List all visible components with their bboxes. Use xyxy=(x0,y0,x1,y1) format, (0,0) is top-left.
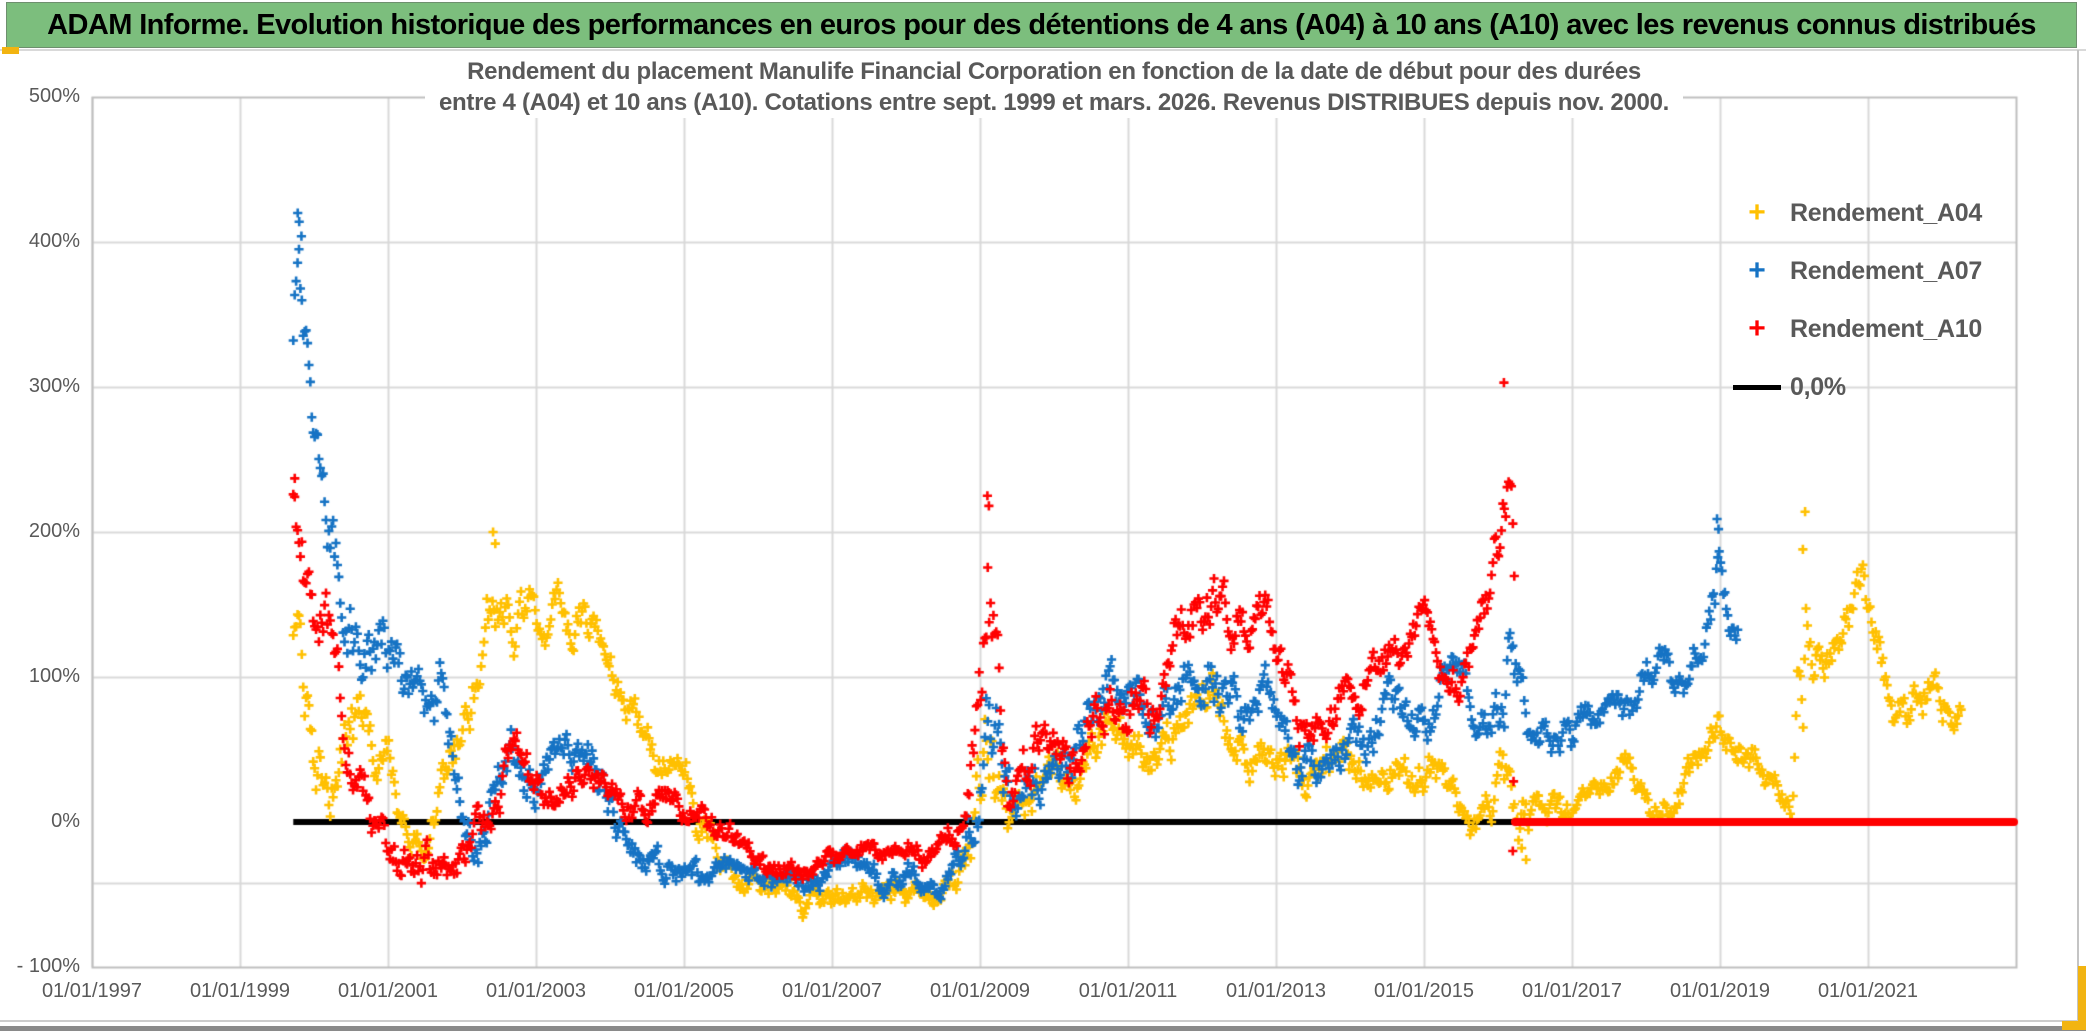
chart-title: Rendement du placement Manulife Financia… xyxy=(92,56,2016,118)
plus-marker-icon: + xyxy=(1748,312,1766,345)
x-tick-label: 01/01/2015 xyxy=(1373,980,1475,1002)
plus-marker-icon: + xyxy=(1748,196,1766,229)
window-bottom-edge xyxy=(0,1026,2086,1031)
legend: + Rendement_A04 + Rendement_A07 + Rendem… xyxy=(1728,184,1982,416)
y-tick-label: 300% xyxy=(28,375,80,397)
x-tick-label: 01/01/2009 xyxy=(929,980,1031,1002)
x-tick-label: 01/01/2013 xyxy=(1225,980,1327,1002)
legend-label: Rendement_A07 xyxy=(1790,256,1982,285)
y-tick-label: - 100% xyxy=(16,955,80,977)
banner: ADAM Informe. Evolution historique des p… xyxy=(6,2,2077,48)
x-tick-label: 01/01/2019 xyxy=(1669,980,1771,1002)
x-tick-label: 01/01/2017 xyxy=(1521,980,1623,1002)
x-tick-label: 01/01/2003 xyxy=(485,980,587,1002)
x-tick-label: 01/01/2021 xyxy=(1817,980,1919,1002)
corner-accent-horizontal xyxy=(2062,1021,2086,1030)
y-tick-label: 200% xyxy=(28,520,80,542)
legend-item-a04[interactable]: + Rendement_A04 xyxy=(1728,184,1982,242)
chart-frame-bottom xyxy=(0,1020,2078,1022)
x-tick-label: 01/01/2005 xyxy=(633,980,735,1002)
legend-label: Rendement_A04 xyxy=(1790,198,1982,227)
x-tick-label: 01/01/2001 xyxy=(337,980,439,1002)
x-tick-label: 01/01/2011 xyxy=(1078,980,1178,1002)
y-tick-label: 400% xyxy=(28,230,80,252)
legend-item-a07[interactable]: + Rendement_A07 xyxy=(1728,242,1982,300)
line-marker-icon xyxy=(1733,384,1781,390)
left-accent-notch xyxy=(2,47,19,54)
x-tick-label: 01/01/2007 xyxy=(781,980,883,1002)
legend-item-zero-line[interactable]: 0,0% xyxy=(1728,358,1982,416)
corner-accent-vertical xyxy=(2078,966,2086,1029)
y-tick-label: 500% xyxy=(28,85,80,107)
legend-label: 0,0% xyxy=(1790,372,1846,401)
chart-title-line1: Rendement du placement Manulife Financia… xyxy=(453,56,1655,87)
chart-title-line2: entre 4 (A04) et 10 ans (A10). Cotations… xyxy=(425,87,1683,118)
y-tick-label: 0% xyxy=(51,810,80,832)
plus-marker-icon: + xyxy=(1748,254,1766,287)
chart-frame-right xyxy=(2077,50,2079,1021)
legend-label: Rendement_A10 xyxy=(1790,314,1982,343)
banner-underline xyxy=(0,49,2086,51)
x-tick-label: 01/01/1999 xyxy=(189,980,291,1002)
legend-item-a10[interactable]: + Rendement_A10 xyxy=(1728,300,1982,358)
y-tick-label: 100% xyxy=(28,665,80,687)
x-tick-label: 01/01/1997 xyxy=(41,980,143,1002)
banner-title: ADAM Informe. Evolution historique des p… xyxy=(47,8,2036,41)
